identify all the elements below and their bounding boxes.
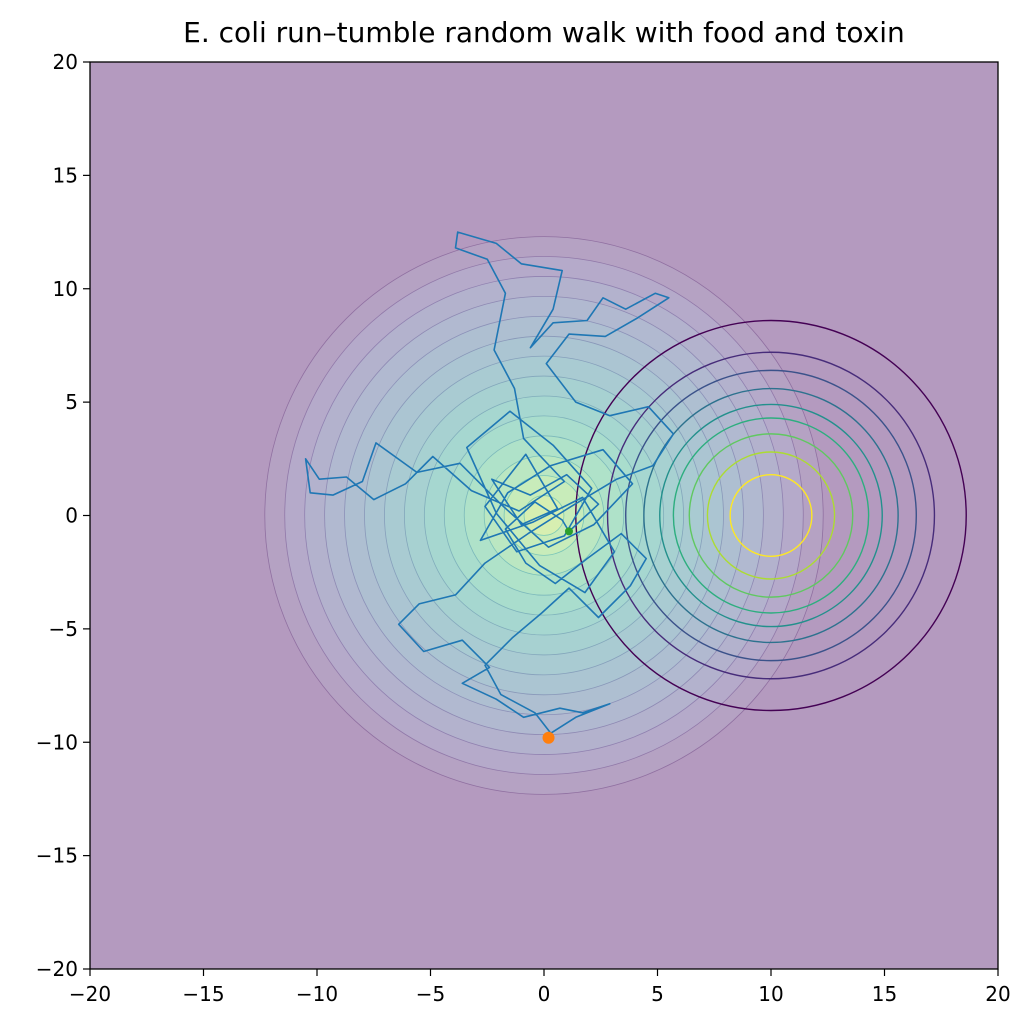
toxin-contour-line <box>625 369 917 662</box>
y-tick-label: −20 <box>36 957 78 981</box>
start-marker <box>564 527 573 536</box>
y-axis: −20 −15 −10 −5 0 5 10 15 20 <box>36 50 90 981</box>
markers-layer <box>542 527 573 744</box>
end-marker <box>542 731 555 744</box>
y-tick-label: 20 <box>53 50 78 74</box>
y-tick-label: −10 <box>36 730 78 754</box>
x-tick-label: 5 <box>651 982 664 1006</box>
x-tick-label: −15 <box>182 982 224 1006</box>
toxin-contour-line <box>706 451 836 580</box>
food-concentration-field <box>264 236 824 795</box>
x-tick-label: 20 <box>985 982 1010 1006</box>
toxin-contour-line <box>672 417 870 614</box>
y-tick-label: −15 <box>36 844 78 868</box>
toxin-contour-line <box>659 403 883 628</box>
chart-title: E. coli run–tumble random walk with food… <box>183 16 905 49</box>
x-axis: −20 −15 −10 −5 0 5 10 15 20 <box>69 969 1011 1006</box>
toxin-contour-line <box>606 351 936 680</box>
y-tick-label: 5 <box>65 390 78 414</box>
trajectory-layer <box>304 231 675 735</box>
x-tick-label: 0 <box>538 982 551 1006</box>
toxin-contour-line <box>643 387 899 644</box>
x-tick-label: 10 <box>758 982 783 1006</box>
y-tick-label: 15 <box>53 163 78 187</box>
toxin-contour-line <box>729 473 813 558</box>
x-tick-label: −20 <box>69 982 111 1006</box>
toxin-contour-line <box>688 433 854 598</box>
y-tick-label: −5 <box>49 617 78 641</box>
x-tick-label: −5 <box>416 982 445 1006</box>
x-tick-label: 15 <box>872 982 897 1006</box>
y-tick-label: 0 <box>65 504 78 528</box>
trajectory-line <box>304 231 675 735</box>
y-tick-label: 10 <box>53 277 78 301</box>
x-tick-label: −10 <box>296 982 338 1006</box>
